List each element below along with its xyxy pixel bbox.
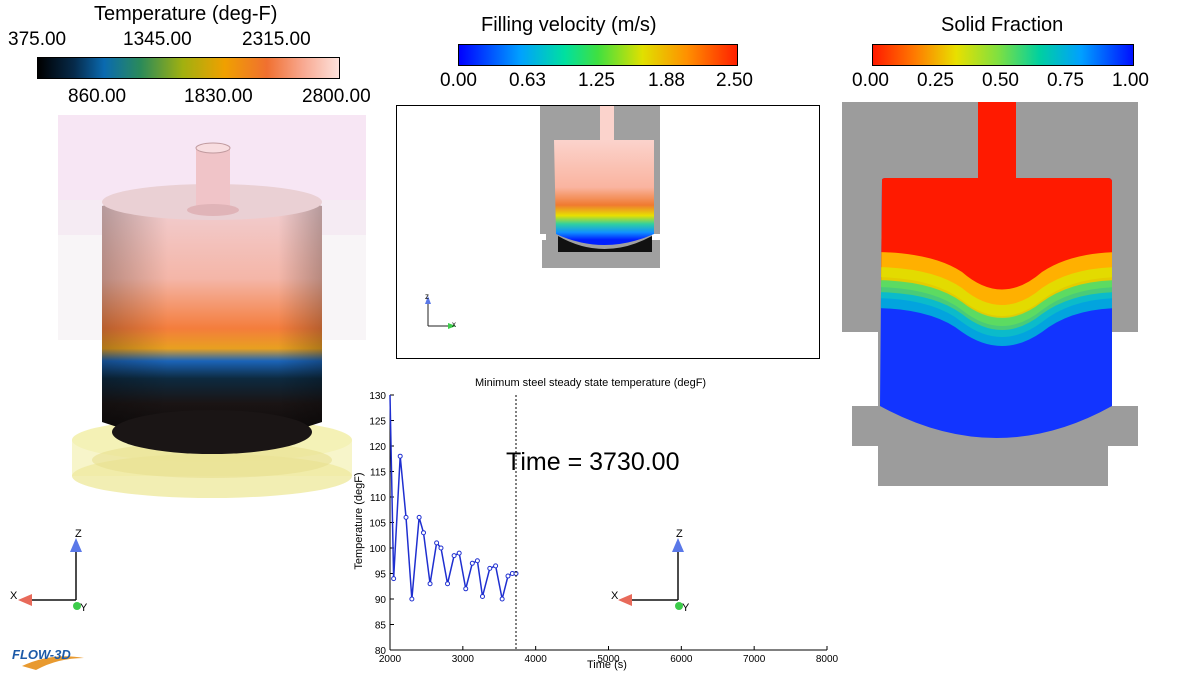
data-point [493, 563, 499, 569]
axis-label-z-small: z [425, 292, 429, 301]
casting-3d-view [58, 115, 366, 498]
x-tick-label: 6000 [670, 654, 693, 665]
data-point [397, 453, 403, 459]
data-point [469, 560, 475, 566]
x-tick-label: 4000 [525, 654, 548, 665]
axis-triad-center [618, 538, 684, 610]
x-tick-label: 5000 [597, 654, 620, 665]
flow3d-logo: FLOW-3D [12, 647, 71, 662]
y-tick-label: 125 [369, 417, 386, 428]
data-point [463, 586, 469, 592]
temperature-colorbar [37, 57, 340, 79]
y-tick-label: 105 [369, 519, 386, 530]
data-point [451, 553, 457, 559]
velocity-tick-2: 0.63 [509, 70, 546, 91]
data-point [505, 573, 511, 579]
x-tick-label: 3000 [452, 654, 475, 665]
axis-label-z-left: Z [75, 528, 82, 540]
velocity-tick-4: 1.88 [648, 70, 685, 91]
y-tick-label: 95 [375, 570, 387, 581]
data-point [409, 596, 415, 602]
data-point [499, 596, 505, 602]
solid-tick-5: 1.00 [1112, 70, 1149, 91]
data-point [434, 540, 440, 546]
velocity-cross-section [540, 106, 660, 268]
data-point [421, 530, 427, 536]
temperature-line-chart: 80 85 90 95 100 105 110 115 120 125 130 2000 3000 400… [369, 391, 838, 665]
axis-triad-left [18, 538, 82, 610]
velocity-tick-5: 2.50 [716, 70, 753, 91]
y-tick-label: 100 [369, 544, 386, 555]
solid-legend-title: Solid Fraction [941, 14, 1064, 36]
axis-label-z-center: Z [676, 528, 683, 540]
axis-label-x-small: x [452, 320, 456, 329]
chart-ylabel: Temperature (degF) [353, 472, 365, 570]
temperature-legend-title: Temperature (deg-F) [94, 3, 278, 25]
solid-tick-4: 0.75 [1047, 70, 1084, 91]
axis-triad-small [425, 296, 456, 329]
data-point [391, 576, 397, 582]
data-point [445, 581, 451, 587]
chart-title: Minimum steel steady state temperature (… [475, 377, 707, 389]
solid-tick-3: 0.50 [982, 70, 1019, 91]
y-tick-label: 80 [375, 646, 387, 657]
y-tick-label: 115 [370, 468, 386, 479]
chart-xlabel: Time (s) [587, 659, 627, 671]
y-tick-label: 130 [369, 391, 386, 402]
data-point [416, 514, 422, 520]
y-tick-label: 120 [369, 442, 386, 453]
flow3d-logo-swoosh [22, 656, 84, 670]
data-point [479, 593, 485, 599]
solid-fraction-cross-section [842, 102, 1138, 486]
temperature-tick-top-3: 2315.00 [242, 29, 311, 50]
x-tick-label: 8000 [816, 654, 839, 665]
axis-label-y-center: Y [682, 602, 690, 614]
temperature-tick-bottom-2: 1830.00 [184, 86, 253, 107]
time-label: Time = 3730.00 [506, 448, 680, 476]
solid-colorbar [872, 44, 1134, 66]
x-tick-label: 2000 [379, 654, 402, 665]
y-tick-label: 110 [370, 493, 386, 504]
temperature-tick-top-1: 375.00 [8, 29, 67, 50]
axis-label-x-center: X [611, 590, 619, 602]
axis-label-y-left: Y [80, 602, 88, 614]
casting-sprue [196, 148, 230, 210]
y-tick-label: 85 [375, 621, 387, 632]
data-point [427, 581, 433, 587]
temperature-tick-bottom-3: 2800.00 [302, 86, 371, 107]
temperature-tick-top-2: 1345.00 [123, 29, 192, 50]
x-tick-label: 7000 [743, 654, 766, 665]
solid-tick-2: 0.25 [917, 70, 954, 91]
velocity-tick-3: 1.25 [578, 70, 615, 91]
series-line [389, 394, 517, 600]
data-point [403, 514, 409, 520]
data-point [474, 558, 480, 564]
velocity-tick-1: 0.00 [440, 70, 477, 91]
solid-tick-1: 0.00 [852, 70, 889, 91]
data-point [456, 550, 462, 556]
data-point [487, 565, 493, 571]
y-tick-label: 90 [375, 595, 387, 606]
temperature-tick-bottom-1: 860.00 [68, 86, 127, 107]
data-point [438, 545, 444, 551]
velocity-colorbar [458, 44, 738, 66]
velocity-legend-title: Filling velocity (m/s) [481, 14, 657, 36]
axis-label-x-left: X [10, 590, 18, 602]
